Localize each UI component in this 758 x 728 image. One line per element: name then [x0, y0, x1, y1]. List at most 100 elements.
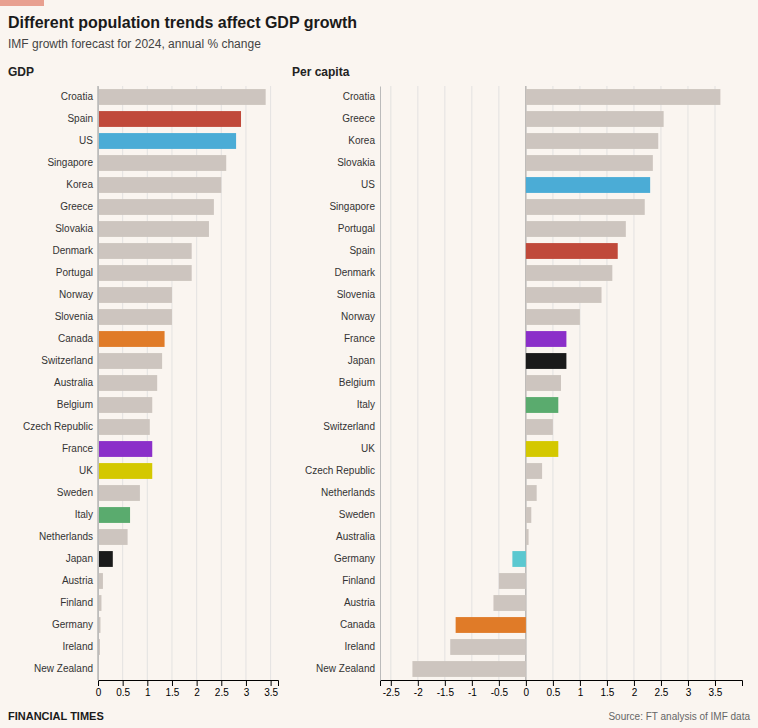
tick: Netherlands: [321, 487, 380, 498]
bars: [412, 89, 720, 677]
tick-label: 2: [194, 687, 200, 698]
tick-label: US: [361, 179, 375, 190]
background: [0, 0, 758, 728]
tick-mark: [688, 680, 689, 686]
chart-title: Per capita: [292, 65, 350, 79]
bar: [450, 639, 526, 655]
grid-line: [633, 86, 634, 680]
tick: Sweden: [57, 487, 98, 498]
tick: Singapore: [47, 157, 98, 168]
tick-label: Netherlands: [321, 487, 375, 498]
tick: Australia: [336, 531, 380, 542]
bar: [98, 419, 150, 435]
tick-label: Norway: [59, 289, 93, 300]
tick-mark: [580, 680, 581, 686]
tick: Switzerland: [41, 355, 98, 366]
tick-label: Croatia: [61, 91, 94, 102]
tick: UK: [361, 443, 380, 454]
tick: Germany: [52, 619, 98, 630]
tick-label: Denmark: [52, 245, 94, 256]
tick-label: Australia: [54, 377, 93, 388]
tick-label: 1.5: [600, 687, 614, 698]
axis-line: [98, 87, 99, 681]
grid-line: [660, 86, 661, 680]
tick-label: Austria: [344, 597, 376, 608]
tick: Czech Republic: [305, 465, 380, 476]
tick: 0: [96, 680, 102, 698]
bar: [526, 441, 558, 457]
tick: Norway: [59, 289, 98, 300]
tick: Germany: [334, 553, 380, 564]
tick-label: Switzerland: [323, 421, 375, 432]
bar: [526, 309, 580, 325]
bar: [526, 89, 721, 105]
bar: [526, 353, 567, 369]
tick-label: Czech Republic: [305, 465, 375, 476]
tick-label: Ireland: [62, 641, 93, 652]
tick: -2.5: [383, 680, 401, 698]
tick: 0.5: [546, 680, 560, 698]
tick-label: Spain: [67, 113, 93, 124]
tick-label: Finland: [60, 597, 93, 608]
tick: Italy: [75, 509, 98, 520]
tick-label: Ireland: [344, 641, 375, 652]
bar: [526, 287, 602, 303]
tick: Slovakia: [55, 223, 98, 234]
tick: 3.5: [709, 680, 723, 698]
tick-label: Germany: [334, 553, 375, 564]
tick-label: Czech Republic: [23, 421, 93, 432]
bar: [499, 573, 526, 589]
tick: 2.5: [655, 680, 669, 698]
grid-line: [270, 86, 271, 680]
tick: Italy: [357, 399, 380, 410]
tick-label: UK: [79, 465, 93, 476]
tick: Ireland: [344, 641, 380, 652]
tick-mark: [391, 680, 392, 686]
axis-line: [381, 681, 743, 687]
grid-line: [444, 86, 445, 680]
bar: [98, 331, 165, 347]
tick: Portugal: [338, 223, 380, 234]
grid-line: [687, 86, 688, 680]
tick-mark: [715, 680, 716, 686]
tick-label: UK: [361, 443, 375, 454]
grid-line: [606, 86, 607, 680]
tick-mark: [172, 680, 173, 686]
tick-mark: [197, 680, 198, 686]
tick-label: Portugal: [338, 223, 375, 234]
bar: [98, 265, 192, 281]
subtitle: IMF growth forecast for 2024, annual % c…: [8, 37, 261, 51]
grid-line: [714, 86, 715, 680]
bar: [98, 199, 214, 215]
tick-label: Belgium: [339, 377, 375, 388]
bar: [98, 177, 221, 193]
tick: Croatia: [343, 91, 380, 102]
tick: Sweden: [339, 509, 380, 520]
brand-bar: [0, 0, 44, 6]
tick-label: Switzerland: [41, 355, 93, 366]
grid-line: [471, 86, 472, 680]
bar: [98, 287, 172, 303]
bar: [98, 551, 113, 567]
tick-mark: [98, 680, 99, 686]
tick: Netherlands: [39, 531, 98, 542]
tick-label: 1: [578, 687, 584, 698]
annotation: FINANCIAL TIMES: [8, 710, 104, 722]
tick: Canada: [340, 619, 380, 630]
tick: 2: [194, 680, 200, 698]
tick-mark: [271, 680, 272, 686]
bar: [98, 463, 152, 479]
tick-label: 3: [244, 687, 250, 698]
axis-line: [99, 681, 279, 687]
tick: 2: [632, 680, 638, 698]
bar: [526, 265, 612, 281]
bar: [98, 243, 192, 259]
y-axis: CroatiaGreeceKoreaSlovakiaUSSingaporePor…: [305, 87, 381, 681]
tick: Korea: [348, 135, 380, 146]
bar: [98, 507, 130, 523]
tick: 1.5: [600, 680, 614, 698]
tick-label: France: [62, 443, 94, 454]
tick-label: 0.5: [546, 687, 560, 698]
tick-mark: [499, 680, 500, 686]
bar: [526, 155, 653, 171]
